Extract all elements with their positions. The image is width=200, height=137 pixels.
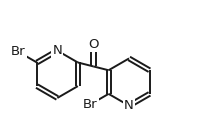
Text: Br: Br <box>83 98 97 111</box>
Text: N: N <box>124 99 134 112</box>
Text: N: N <box>53 44 62 57</box>
Text: Br: Br <box>11 45 26 58</box>
Text: O: O <box>88 38 98 51</box>
